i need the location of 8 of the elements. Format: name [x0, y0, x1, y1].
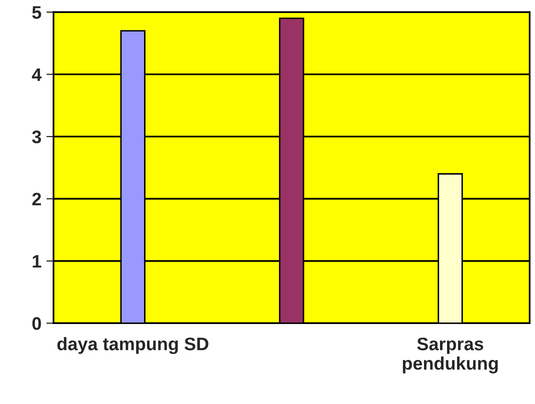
y-tick-label: 0 — [32, 317, 41, 330]
y-tick-label: 5 — [32, 6, 42, 19]
y-tick-label: 2 — [32, 192, 41, 206]
x-tick-label: Sarpras pendukung — [402, 338, 498, 374]
y-tick-label: 4 — [32, 68, 42, 81]
y-tick-label: 3 — [32, 130, 42, 144]
y-tick-label: 1 — [32, 255, 42, 268]
x-tick-label: daya tampung SD — [57, 337, 208, 354]
